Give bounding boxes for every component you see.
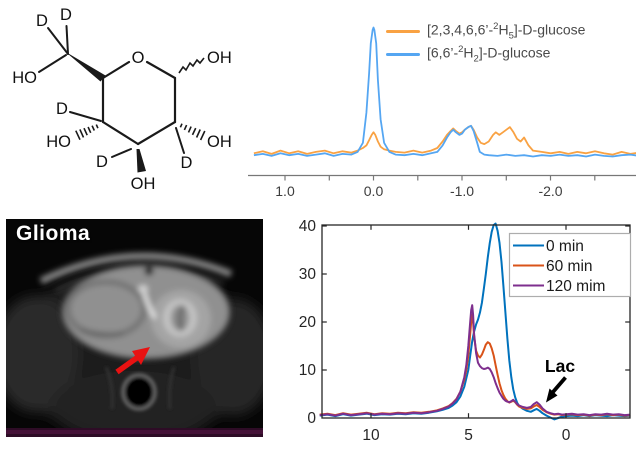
dmi-x-tick-label: 0 <box>562 427 571 444</box>
nmr-legend-entry-h2: [6,6’-2H2]-D-glucose <box>386 44 585 65</box>
dmi-x-tick-label: 5 <box>464 427 473 444</box>
nmr-legend-label-h2: [6,6’-2H2]-D-glucose <box>427 44 551 65</box>
ho-label-c4: HO <box>46 133 71 151</box>
dmi-y-tick-label: 10 <box>299 362 317 379</box>
lac-arrow-head <box>546 388 558 403</box>
d-label-c6a: D <box>36 12 48 30</box>
dmi-series-120min <box>319 304 631 417</box>
mri-bottom-strip-highlight <box>6 430 263 434</box>
nmr-x-tick-label: 1.0 <box>275 183 295 199</box>
oh-label-c2: OH <box>207 133 232 151</box>
dmi-legend-label-120min: 120 mim <box>546 278 605 295</box>
dmi-plot-box <box>321 224 631 419</box>
dmi-y-tick-label: 30 <box>299 266 317 283</box>
nmr-series-h2-glucose <box>253 26 636 158</box>
legend-swatch-blue <box>386 52 420 57</box>
squiggle-bond-anomeric <box>178 57 205 74</box>
dmi-y-tick-label: 40 <box>299 218 317 235</box>
bold-wedge-c3-oh <box>136 149 146 173</box>
mri-image <box>6 219 263 437</box>
nmr-series-h5-glucose <box>253 124 636 156</box>
nmr-legend: [2,3,4,6,6’-2H5]-D-glucose [6,6’-2H2]-D-… <box>386 21 585 65</box>
dmi-x-tick-label: 10 <box>362 427 380 444</box>
nmr-x-tick-label: -2.0 <box>538 183 562 199</box>
lac-annotation: Lac <box>545 356 575 403</box>
hashed-wedge-c2-oh <box>179 123 206 141</box>
mri-glioma-label: Glioma <box>16 222 91 245</box>
lac-label: Lac <box>545 356 575 376</box>
dmi-y-tick-label: 20 <box>299 314 317 331</box>
nmr-x-axis-ticks <box>284 175 596 181</box>
nmr-x-tick-label: 0.0 <box>364 183 384 199</box>
dmi-legend: 0 min 60 min 120 mim <box>508 232 632 298</box>
mri-brain <box>39 252 233 361</box>
ring-oxygen-label: O <box>132 49 145 67</box>
nmr-spectrum-panel: 1.0 0.0 -1.0 -2.0 <box>248 26 636 199</box>
dmi-legend-label-60min: 60 min <box>546 258 593 275</box>
substituent-bonds <box>38 25 185 158</box>
d-label-c2: D <box>181 154 193 172</box>
dmi-y-tick-label: 0 <box>307 410 316 427</box>
oh-label-anomeric: OH <box>207 49 232 67</box>
nmr-legend-label-h5: [2,3,4,6,6’-2H5]-D-glucose <box>427 21 586 42</box>
nmr-legend-entry-h5: [2,3,4,6,6’-2H5]-D-glucose <box>386 21 585 42</box>
mri-panel: Glioma <box>6 219 263 437</box>
hashed-wedge-c4-ho <box>75 124 99 141</box>
d-label-c4: D <box>56 100 68 118</box>
molecule-panel: O D D HO OH OH D OH D D HO <box>12 6 232 193</box>
dmi-legend-label-0min: 0 min <box>546 238 584 255</box>
legend-swatch-orange <box>386 29 420 34</box>
nmr-x-tick-label: -1.0 <box>450 183 474 199</box>
bold-wedge-c6-c5 <box>65 51 106 82</box>
mri-skull-base <box>104 366 176 411</box>
oh-label-c3: OH <box>131 175 156 193</box>
d-label-c3: D <box>96 153 108 171</box>
ho-label-c6: HO <box>12 69 37 87</box>
glucose-ring-bonds <box>101 60 177 146</box>
lac-arrow-shaft <box>551 376 567 394</box>
d-label-c6b: D <box>60 6 72 24</box>
dmi-ticks <box>322 225 630 418</box>
tumor-arrow <box>115 347 150 375</box>
dmi-chart-panel: 40 30 20 10 0 10 5 0 0 min 60 min 120 mi… <box>299 218 632 444</box>
